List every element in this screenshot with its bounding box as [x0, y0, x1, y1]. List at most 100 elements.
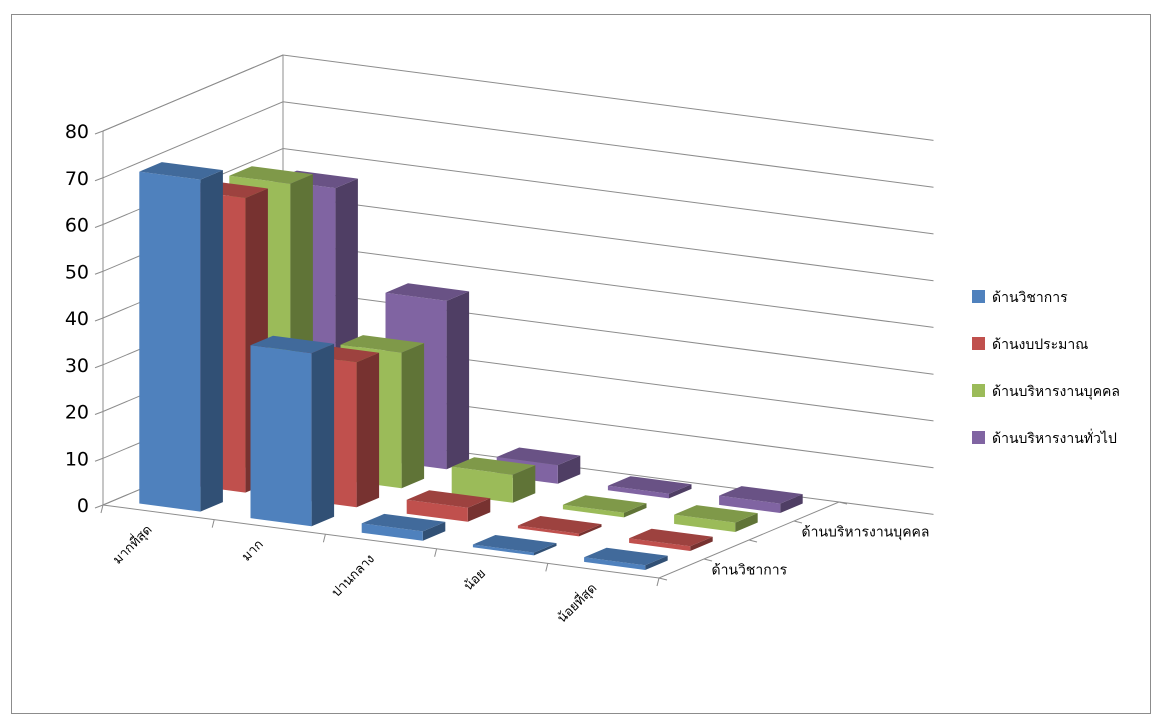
x-tick-mark [322, 534, 326, 543]
y-tick-mark [94, 364, 104, 369]
bar-top-face [562, 495, 647, 513]
y-tick-label: 80 [65, 121, 89, 143]
depth-tick-mark [793, 520, 803, 524]
depth-tick-mark [748, 539, 758, 543]
bar [607, 476, 692, 499]
bar-side-face [557, 455, 581, 484]
bar [451, 457, 536, 503]
y-tick-label: 20 [65, 402, 89, 424]
bar [719, 486, 803, 513]
x-tick-mark [211, 519, 215, 528]
bar-top-face [719, 486, 803, 504]
bar-top-face [361, 513, 446, 532]
legend-label: ด้านบริหารงานทั่วไป [992, 429, 1117, 447]
bar-front-face [406, 499, 468, 522]
bar-top-face [451, 457, 536, 475]
bar-top-face [472, 535, 557, 553]
bar-side-face [624, 503, 647, 518]
bar-top-face [674, 505, 758, 523]
y-tick-label: 10 [65, 448, 89, 470]
bar-side-face [422, 521, 446, 541]
bar [562, 495, 647, 518]
bar-front-face [139, 171, 201, 512]
bar-top-face [607, 476, 692, 494]
bar [584, 547, 668, 570]
y-tick-mark [94, 177, 104, 182]
bar-top-face [340, 335, 425, 353]
gridline [102, 101, 934, 188]
bar-side-face [467, 498, 491, 522]
bar [361, 513, 446, 541]
x-tick-label: น้อย [461, 566, 489, 594]
legend-label: ด้านงบประมาณ [992, 337, 1088, 353]
y-tick-label: 50 [65, 261, 89, 283]
bar-front-face [562, 504, 624, 518]
bar-front-face [674, 514, 736, 532]
legend-label: ด้านวิชาการ [992, 290, 1068, 306]
legend-swatch [972, 384, 985, 397]
bar-top-face [139, 162, 223, 180]
bar-side-face [579, 524, 602, 537]
bar-front-face [629, 538, 691, 551]
bar-front-face [607, 485, 669, 499]
y-tick-label: 30 [65, 355, 89, 377]
bar-side-face [401, 343, 425, 489]
bar-side-face [356, 352, 380, 508]
y-tick-mark [94, 130, 104, 135]
bar-side-face [645, 555, 668, 570]
x-tick-mark [545, 563, 549, 572]
bar-front-face [361, 523, 423, 541]
legend: ด้านวิชาการด้านงบประมาณด้านบริหารงานบุคค… [972, 290, 1120, 447]
legend-swatch [972, 290, 985, 303]
bar-side-face [446, 291, 470, 470]
bar-front-face [584, 557, 646, 570]
legend-swatch [972, 337, 985, 350]
bar-top-face [229, 166, 313, 184]
y-tick-mark [94, 411, 104, 415]
depth-label: ด้านบริหารงานบุคคล [802, 525, 930, 541]
y-tick-mark [94, 504, 104, 509]
x-tick-mark [100, 504, 104, 514]
bar [517, 516, 602, 537]
bar-top-face [385, 283, 470, 301]
depth-axis-labels: ด้านวิชาการ ด้านบริหารงานบุคคล [712, 525, 930, 579]
bar-front-face [719, 495, 781, 513]
bars [139, 162, 803, 570]
bar [139, 162, 223, 512]
bar-side-face [534, 543, 557, 556]
x-tick-label: มาก [239, 537, 266, 564]
bar-top-face [629, 528, 713, 547]
y-axis-ticks: 0 10 20 30 40 50 60 70 80 [65, 121, 104, 517]
x-tick-mark [434, 548, 438, 557]
bar [250, 335, 335, 527]
depth-label: ด้านวิชาการ [712, 563, 788, 579]
bar-top-face [406, 490, 491, 508]
bar [406, 490, 491, 522]
bar-side-face [735, 513, 758, 532]
y-tick-label: 70 [65, 168, 89, 190]
y-tick-mark [94, 317, 104, 322]
bar-side-face [669, 484, 692, 499]
gridline [102, 54, 934, 141]
bar-side-face [200, 170, 223, 512]
bar-front-face [250, 345, 312, 527]
bar-side-face [690, 536, 713, 551]
y-tick-label: 60 [65, 215, 89, 237]
x-tick-label: มากที่สุด [109, 521, 155, 567]
bar [629, 528, 713, 551]
y-tick-mark [94, 457, 104, 462]
legend-swatch [972, 431, 985, 444]
bar-top-face [250, 335, 335, 354]
bar-top-face [517, 516, 602, 534]
bar-side-face [780, 494, 803, 513]
y-tick-mark [94, 224, 104, 228]
y-tick-mark [94, 270, 104, 275]
bar-front-face [472, 544, 534, 556]
depth-tick-mark [703, 558, 713, 562]
bar [674, 505, 758, 532]
x-tick-label: น้อยที่สุด [553, 580, 600, 627]
bar-top-face [496, 447, 581, 466]
bar-side-face [311, 343, 335, 527]
